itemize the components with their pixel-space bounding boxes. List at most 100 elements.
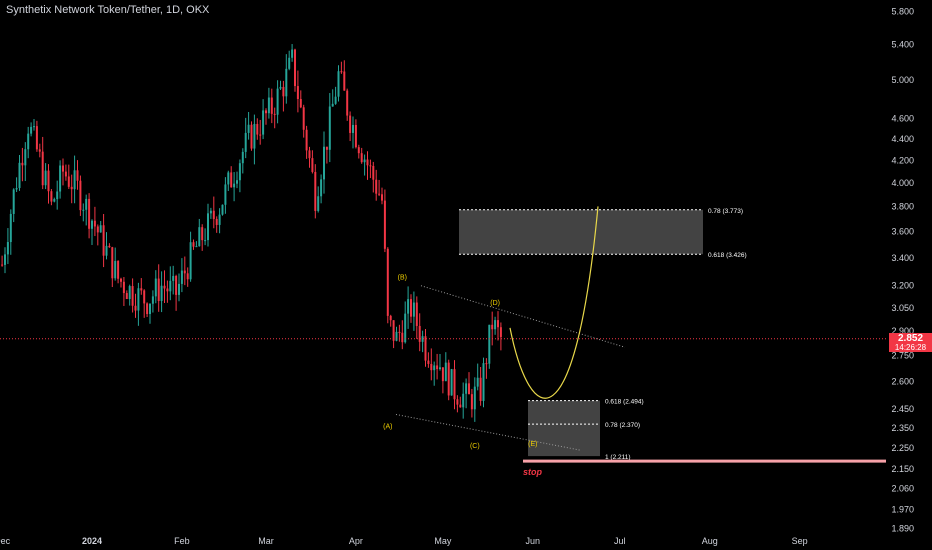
candle-body <box>383 200 386 249</box>
candle-body <box>352 124 354 133</box>
candle-body <box>398 331 401 333</box>
price-tick-label: 5.400 <box>891 40 914 50</box>
candle-body <box>233 183 236 188</box>
candle-body <box>241 151 244 164</box>
price-tick-label: 3.050 <box>891 303 914 313</box>
candle-body <box>221 204 224 215</box>
candle-body <box>111 247 114 279</box>
candle-body <box>494 320 497 330</box>
price-tick-label: 2.750 <box>891 351 914 361</box>
candle-body <box>70 186 73 190</box>
candle-body <box>134 305 137 311</box>
candle-body <box>120 278 122 282</box>
candle-body <box>114 260 117 279</box>
candle-body <box>238 163 241 181</box>
candle-body <box>201 227 204 241</box>
lower-trendline <box>395 413 581 451</box>
candle-body <box>418 325 421 342</box>
candle-body <box>41 151 44 186</box>
candle-body <box>262 110 265 135</box>
candle-body <box>157 278 160 302</box>
candle-body <box>154 278 157 297</box>
candle-body <box>482 363 485 401</box>
candle-body <box>343 71 346 91</box>
candle-body <box>189 242 192 280</box>
candle-body <box>224 184 227 205</box>
candle-body <box>331 103 334 107</box>
candle-body <box>444 362 447 382</box>
price-tick-label: 2.150 <box>891 464 914 474</box>
candle-body <box>407 299 410 314</box>
candle-body <box>18 162 21 189</box>
candle-body <box>105 245 108 256</box>
candle-body <box>357 147 360 154</box>
candle-body <box>270 97 273 114</box>
wave-label: (E) <box>528 441 537 448</box>
candle-body <box>67 176 70 187</box>
candle-body <box>273 113 276 115</box>
candle-body <box>323 146 325 180</box>
candle-body <box>59 165 62 192</box>
candle-body <box>195 246 198 248</box>
candle-body <box>146 303 149 314</box>
price-tick-label: 4.600 <box>891 113 914 123</box>
candle-body <box>375 179 378 194</box>
candle-body <box>50 191 53 202</box>
candle-body <box>175 275 178 295</box>
candle-body <box>27 133 30 150</box>
candle-body <box>9 213 12 243</box>
current-price-value: 2.852 <box>897 333 924 344</box>
candle-body <box>291 49 294 58</box>
fib-level-label: 0.78 (3.773) <box>708 208 743 215</box>
time-tick-label: May <box>434 536 452 546</box>
candle-body <box>230 172 233 188</box>
candle-body <box>366 159 369 166</box>
candle-body <box>24 149 27 166</box>
candle-body <box>6 242 9 255</box>
candle-body <box>192 242 195 247</box>
candle-body <box>91 220 93 229</box>
candle-body <box>433 365 436 371</box>
candle-body <box>392 320 395 341</box>
candle-body <box>12 189 15 214</box>
candle-body <box>320 179 323 197</box>
stop-label: stop <box>523 467 543 477</box>
overlays-layer: 0.78 (3.773) 0.618 (3.426) 0.618 (2.494) 0.… <box>0 206 888 477</box>
candle-body <box>47 170 50 192</box>
candle-body <box>35 126 38 150</box>
candle-body <box>180 270 183 284</box>
candle-body <box>96 226 99 233</box>
candle-body <box>151 296 154 304</box>
time-axis[interactable]: Dec 2024 Feb Mar Apr May Jun Jul Aug Sep <box>0 536 808 546</box>
candle-body <box>178 283 180 295</box>
price-axis[interactable]: 5.800 5.400 5.000 4.600 4.400 4.200 4.000 3.800… <box>891 7 914 534</box>
candle-body <box>363 159 366 163</box>
candle-body <box>317 196 320 211</box>
candle-body <box>470 394 473 410</box>
candle-body <box>212 210 215 219</box>
candles-layer <box>1 44 502 422</box>
candle-body <box>279 86 282 89</box>
candle-body <box>453 369 456 400</box>
time-tick-label: Feb <box>174 536 190 546</box>
candle-body <box>337 71 340 97</box>
symbol-title: Synthetix Network Token/Tether, 1D, OKX <box>6 4 210 16</box>
candle-body <box>349 115 352 133</box>
candle-body <box>131 286 134 306</box>
price-tick-label: 5.800 <box>891 7 914 17</box>
candle-body <box>33 126 35 128</box>
candle-body <box>430 363 433 371</box>
wave-label: (D) <box>490 300 500 307</box>
candle-body <box>311 158 314 172</box>
candle-body <box>308 150 311 159</box>
candle-body <box>401 332 404 343</box>
candle-body <box>462 393 465 408</box>
candle-body <box>102 225 105 256</box>
candle-body <box>499 327 502 338</box>
candle-body <box>372 165 375 180</box>
bar-countdown: 14:26:28 <box>894 343 927 352</box>
fib-level-label: 0.78 (2.370) <box>605 422 640 429</box>
candle-body <box>82 209 85 211</box>
candle-body <box>186 273 189 280</box>
